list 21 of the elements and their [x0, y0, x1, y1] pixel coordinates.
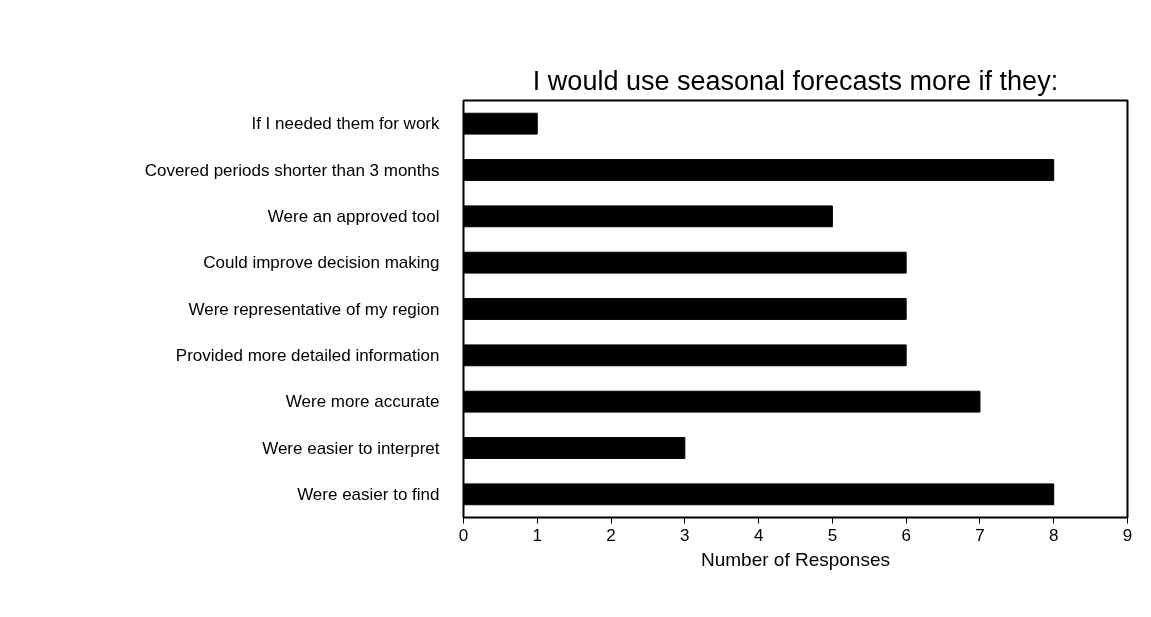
x-tick-label: 1 — [532, 525, 543, 545]
x-tick-label: 4 — [753, 525, 764, 545]
x-tick-label: 3 — [680, 525, 690, 545]
x-tick-label: 9 — [1122, 525, 1133, 545]
x-tick-label: 8 — [1048, 525, 1059, 545]
y-tick-label: Were easier to interpret — [262, 438, 440, 458]
x-tick-label: 2 — [606, 525, 616, 545]
chart-title: I would use seasonal forecasts more if they: — [532, 65, 1059, 96]
x-tick-label: 7 — [975, 525, 985, 545]
y-tick-label: Were easier to find — [297, 484, 440, 504]
y-tick-label: Were more accurate — [285, 392, 440, 412]
x-tick-label: 0 — [458, 525, 469, 545]
x-tick-label: 5 — [827, 525, 838, 545]
y-tick-label: If I needed them for work — [251, 114, 440, 134]
x-axis-title: Number of Responses — [700, 548, 891, 570]
y-tick-label: Could improve decision making — [203, 253, 440, 273]
y-tick-label: Provided more detailed information — [175, 345, 440, 365]
x-tick-label: 6 — [901, 525, 911, 545]
y-tick-label: Were an approved tool — [267, 206, 440, 226]
y-tick-label: Were representative of my region — [188, 299, 440, 319]
y-tick-label: Covered periods shorter than 3 months — [144, 160, 440, 180]
